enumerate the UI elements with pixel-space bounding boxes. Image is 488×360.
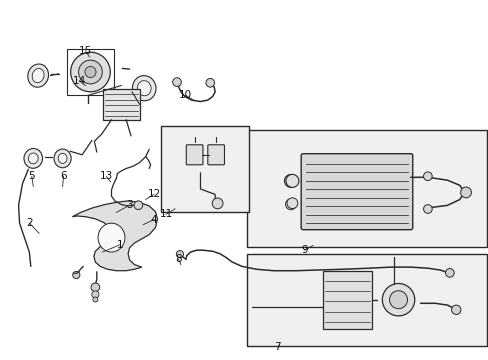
Text: 9: 9 [301,245,307,255]
Bar [246,130,486,247]
Circle shape [284,174,297,187]
Circle shape [212,198,223,209]
Circle shape [285,199,296,210]
Text: 3: 3 [126,200,133,210]
Text: 10: 10 [179,90,192,100]
Circle shape [73,271,80,279]
Circle shape [286,198,297,208]
Polygon shape [72,201,157,271]
Text: 14: 14 [73,76,86,86]
Circle shape [85,67,96,77]
Circle shape [172,78,181,86]
Circle shape [450,305,460,315]
Circle shape [423,172,431,180]
Text: 5: 5 [28,171,35,181]
Circle shape [91,283,100,292]
Circle shape [134,201,142,210]
Text: 15: 15 [79,46,92,56]
Circle shape [205,78,214,87]
Bar [246,254,486,346]
Ellipse shape [137,81,151,96]
Circle shape [460,187,470,198]
FancyBboxPatch shape [207,145,224,165]
Text: 7: 7 [274,342,281,352]
Text: 11: 11 [159,209,173,219]
Ellipse shape [28,64,48,87]
Text: 2: 2 [26,218,33,228]
Ellipse shape [32,68,44,83]
Bar [161,126,249,212]
Circle shape [389,291,407,309]
Circle shape [71,52,110,92]
Text: 1: 1 [116,240,123,250]
Ellipse shape [28,153,38,164]
Text: 12: 12 [147,189,161,199]
Ellipse shape [132,76,156,101]
Circle shape [93,297,98,302]
Text: 8: 8 [175,254,182,264]
Text: 13: 13 [100,171,113,181]
Bar [103,89,140,120]
FancyBboxPatch shape [301,154,412,230]
Text: 4: 4 [150,215,157,225]
Bar [322,271,371,328]
Circle shape [382,284,414,316]
FancyBboxPatch shape [186,145,203,165]
Circle shape [423,204,431,213]
Ellipse shape [54,149,71,168]
Circle shape [176,251,183,258]
Text: 6: 6 [60,171,67,181]
Circle shape [285,174,298,187]
Ellipse shape [58,153,67,163]
Circle shape [79,60,102,84]
Ellipse shape [24,149,42,168]
Circle shape [92,291,99,298]
Circle shape [445,269,453,277]
Ellipse shape [98,223,125,252]
